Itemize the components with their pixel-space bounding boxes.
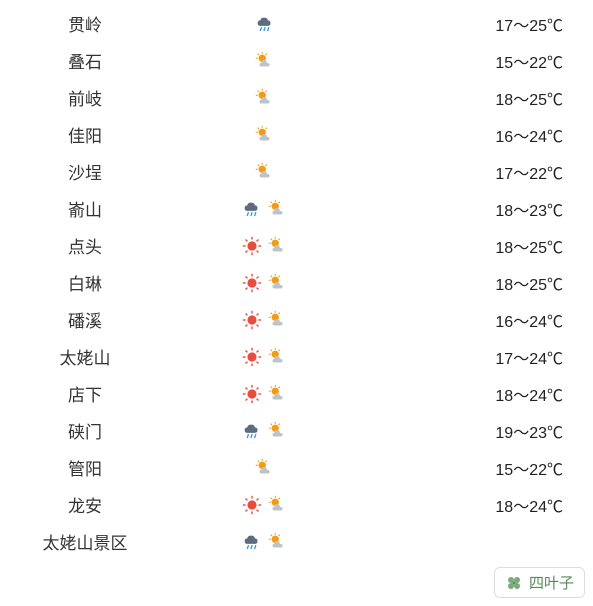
weather-icons [160,161,370,183]
partly-cloudy-icon [267,346,289,368]
partly-cloudy-icon [254,124,276,146]
location-name: 太姥山 [0,344,160,369]
location-name: 硖门 [0,418,160,443]
temperature-range: 16～24℃ [370,308,593,332]
weather-icons [160,420,370,442]
sunny-icon [241,346,263,368]
partly-cloudy-icon [267,420,289,442]
weather-row: 管阳 15～22℃ [0,449,593,486]
location-name: 嵛山 [0,196,160,221]
partly-cloudy-icon [267,383,289,405]
temperature-range: 17～24℃ [370,345,593,369]
location-name: 前岐 [0,85,160,110]
temperature-range: 18～23℃ [370,197,593,221]
sunny-icon [241,235,263,257]
weather-icons [160,457,370,479]
weather-icons [160,346,370,368]
weather-row: 太姥山 17～24℃ [0,338,593,375]
location-name: 贯岭 [0,11,160,36]
weather-row: 点头 18～25℃ [0,227,593,264]
location-name: 管阳 [0,455,160,480]
weather-row: 店下 18～24℃ [0,375,593,412]
watermark-text: 四叶子 [529,572,574,593]
weather-table: 贯岭 17～25℃ 叠石 15～22℃ 前岐 18～25℃ 佳阳 16～24℃ … [0,0,593,560]
partly-cloudy-icon [254,161,276,183]
location-name: 磻溪 [0,307,160,332]
location-name: 店下 [0,381,160,406]
rain-icon [241,420,263,442]
weather-icons [160,531,370,553]
weather-icons [160,383,370,405]
weather-row: 太姥山景区 [0,523,593,560]
weather-icons [160,272,370,294]
weather-icons [160,235,370,257]
weather-row: 硖门 19～23℃ [0,412,593,449]
temperature-range: 17～22℃ [370,160,593,184]
weather-icons [160,13,370,35]
partly-cloudy-icon [267,531,289,553]
weather-row: 叠石 15～22℃ [0,42,593,79]
rain-icon [241,531,263,553]
rain-icon [241,198,263,220]
weather-row: 前岐 18～25℃ [0,79,593,116]
temperature-range: 18～24℃ [370,493,593,517]
watermark: 四叶子 [494,567,585,598]
partly-cloudy-icon [267,309,289,331]
temperature-range: 18～25℃ [370,234,593,258]
weather-icons [160,494,370,516]
location-name: 龙安 [0,492,160,517]
location-name: 点头 [0,233,160,258]
sunny-icon [241,494,263,516]
sunny-icon [241,309,263,331]
weather-row: 龙安 18～24℃ [0,486,593,523]
weather-row: 磻溪 16～24℃ [0,301,593,338]
weather-icons [160,124,370,146]
partly-cloudy-icon [254,87,276,109]
weather-icons [160,50,370,72]
location-name: 叠石 [0,48,160,73]
weather-row: 白琳 18～25℃ [0,264,593,301]
weather-row: 贯岭 17～25℃ [0,5,593,42]
temperature-range: 19～23℃ [370,419,593,443]
partly-cloudy-icon [267,494,289,516]
weather-row: 嵛山 18～23℃ [0,190,593,227]
temperature-range: 18～25℃ [370,86,593,110]
weather-row: 沙埕 17～22℃ [0,153,593,190]
partly-cloudy-icon [267,198,289,220]
location-name: 沙埕 [0,159,160,184]
weather-row: 佳阳 16～24℃ [0,116,593,153]
partly-cloudy-icon [267,272,289,294]
weather-icons [160,309,370,331]
temperature-range: 15～22℃ [370,49,593,73]
sunny-icon [241,272,263,294]
partly-cloudy-icon [254,457,276,479]
weather-icons [160,198,370,220]
temperature-range: 17～25℃ [370,12,593,36]
location-name: 佳阳 [0,122,160,147]
rain-icon [254,13,276,35]
temperature-range: 16～24℃ [370,123,593,147]
clover-icon [505,574,523,592]
temperature-range: 18～25℃ [370,271,593,295]
sunny-icon [241,383,263,405]
temperature-range: 18～24℃ [370,382,593,406]
partly-cloudy-icon [254,50,276,72]
partly-cloudy-icon [267,235,289,257]
temperature-range: 15～22℃ [370,456,593,480]
location-name: 太姥山景区 [0,529,160,554]
location-name: 白琳 [0,270,160,295]
weather-icons [160,87,370,109]
